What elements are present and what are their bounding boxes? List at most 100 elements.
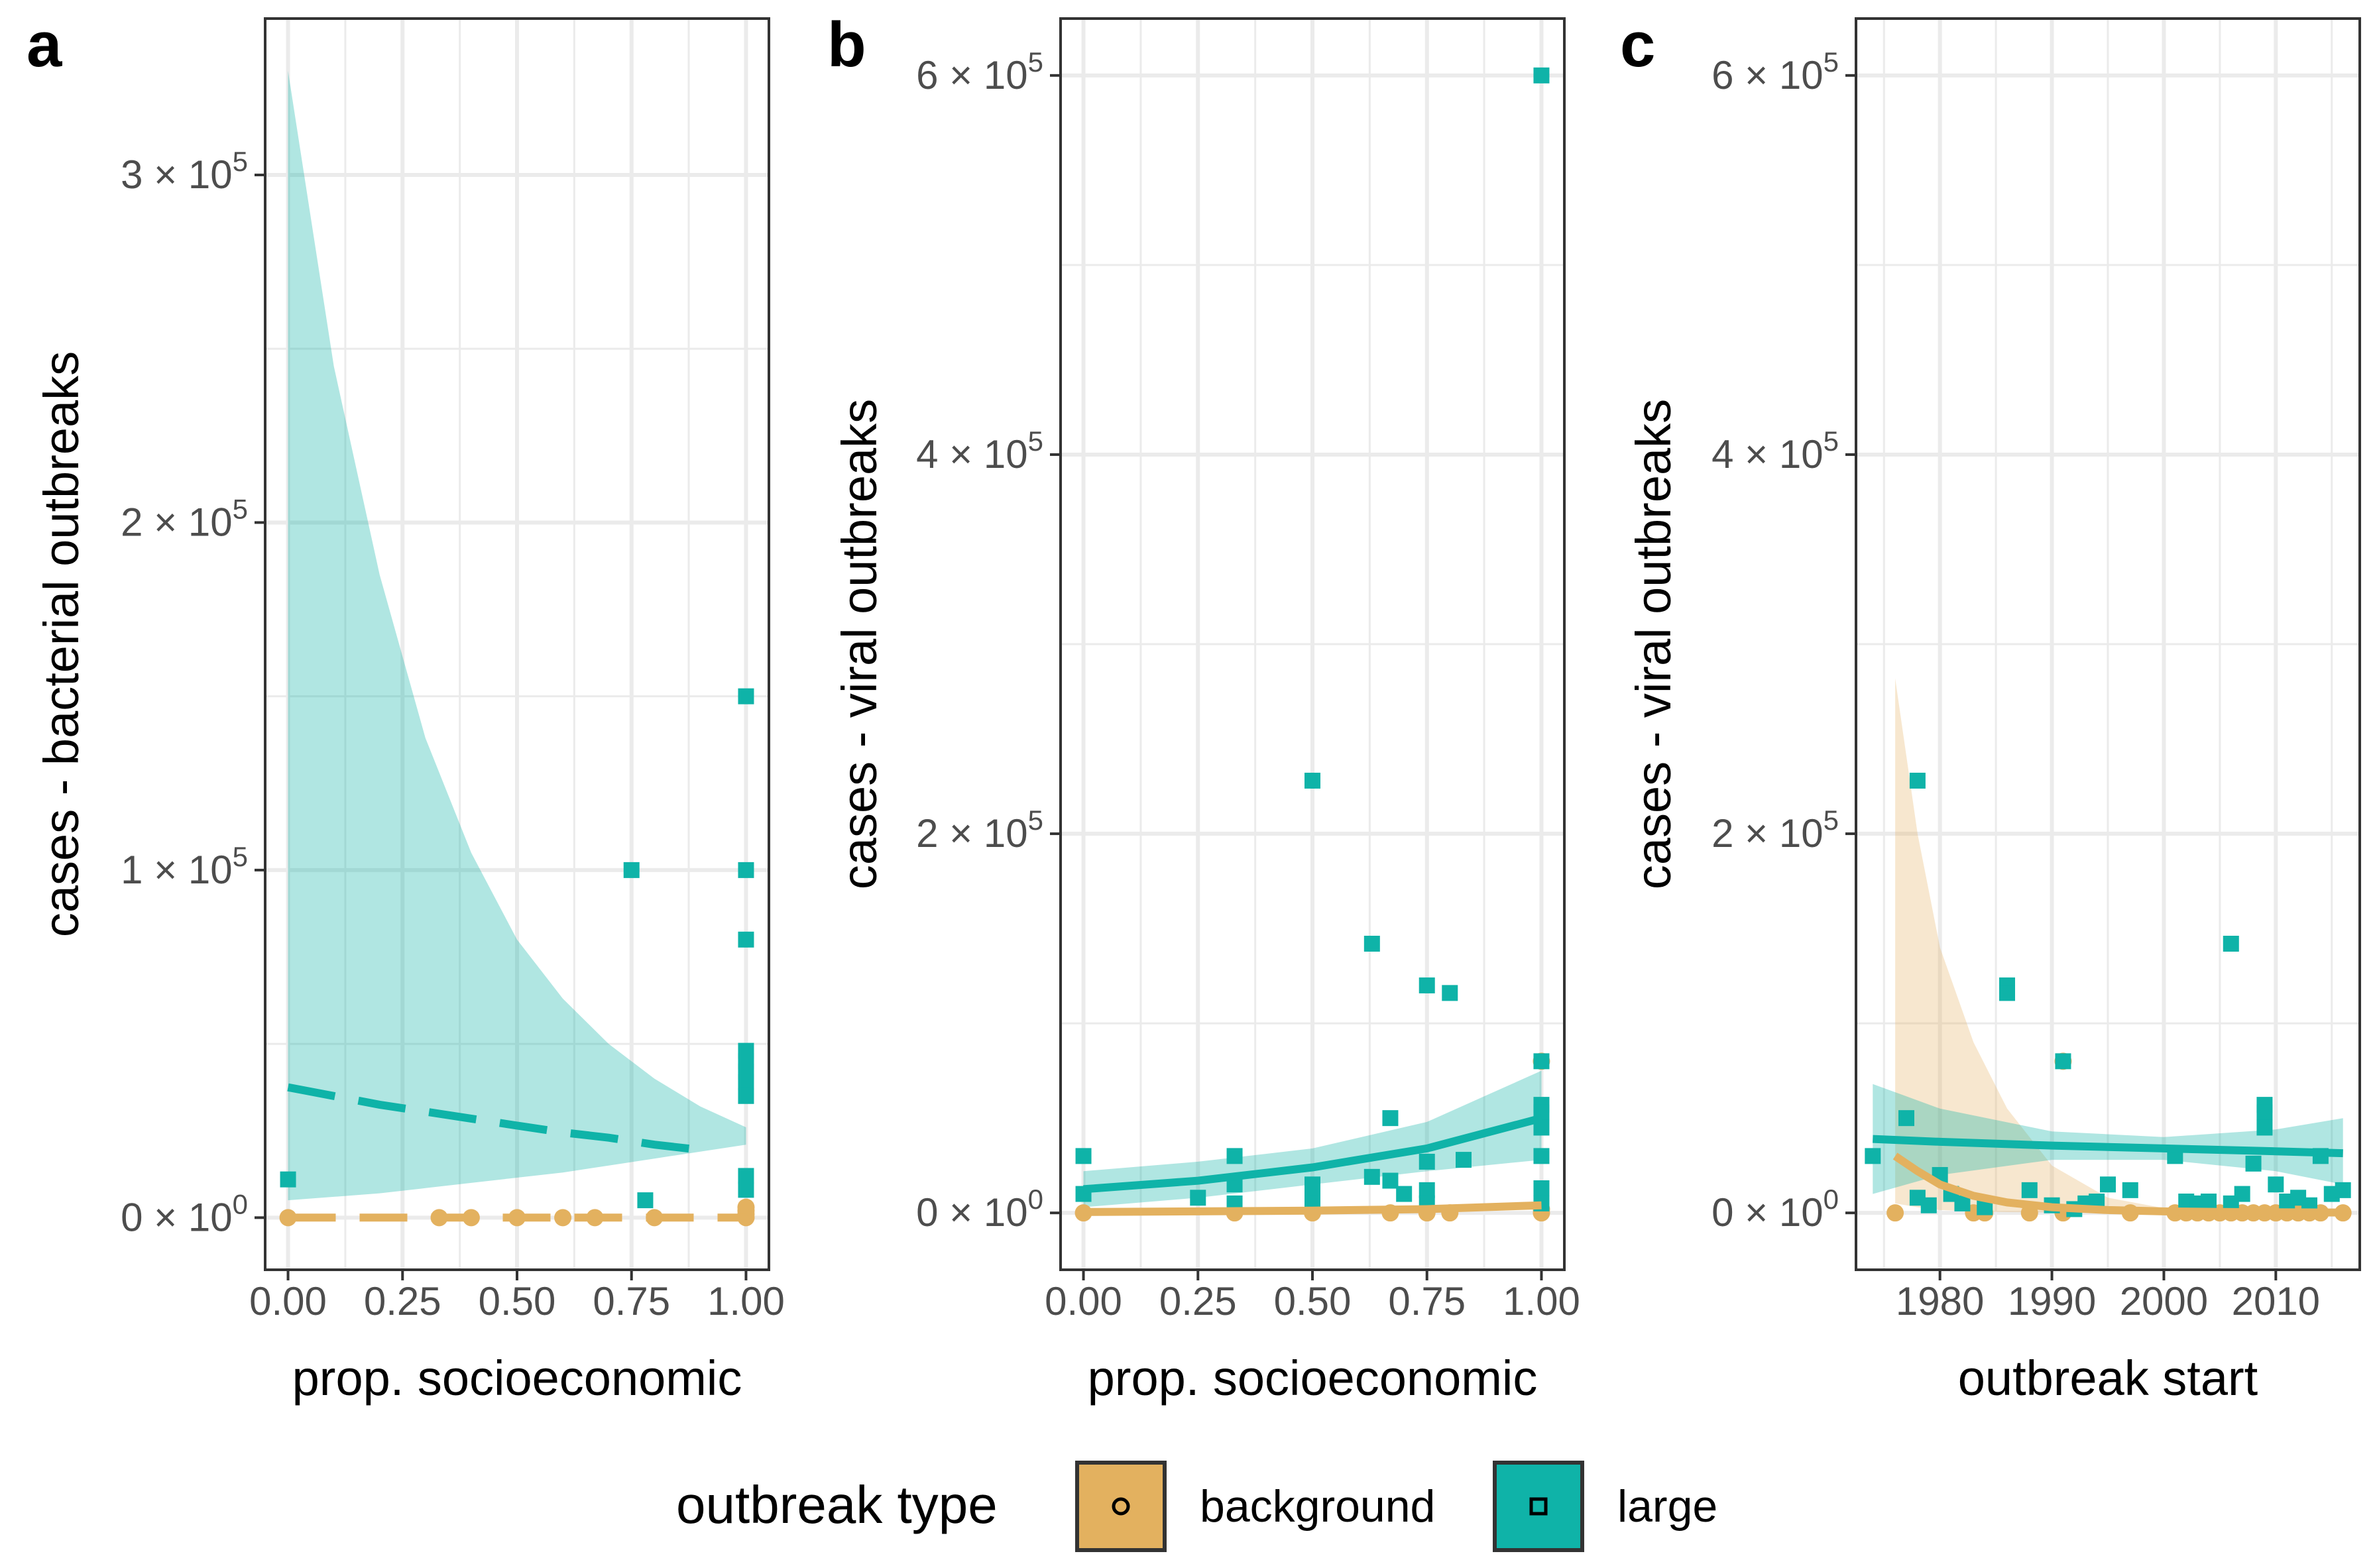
point-large: [1865, 1148, 1881, 1164]
point-large: [1909, 772, 1926, 789]
x-tick-label: 0.25: [1159, 1279, 1237, 1323]
point-large: [1419, 1153, 1435, 1170]
legend-square-icon: [1529, 1497, 1548, 1516]
point-large: [1075, 1148, 1092, 1164]
point-large: [1226, 1148, 1243, 1164]
point-large: [2335, 1182, 2351, 1198]
x-tick-label: 1980: [1896, 1279, 1984, 1323]
point-large: [2201, 1194, 2217, 1210]
confidence-band-large: [1873, 1084, 2343, 1194]
x-tick-label: 0.75: [1388, 1279, 1466, 1323]
point-large: [280, 1171, 296, 1188]
y-tick-label: 0 × 100: [121, 1188, 248, 1239]
confidence-band-background: [1895, 678, 2343, 1213]
legend: outbreak type background large: [676, 1461, 1717, 1552]
x-axis-title: prop. socioeconomic: [1088, 1351, 1538, 1406]
point-large: [623, 862, 640, 878]
x-tick-label: 0.50: [1274, 1279, 1352, 1323]
point-background: [554, 1209, 572, 1227]
point-background: [1886, 1204, 1904, 1222]
point-large: [1382, 1110, 1399, 1127]
point-large: [738, 1074, 754, 1090]
point-large: [637, 1192, 654, 1209]
legend-key-large: [1493, 1461, 1584, 1552]
legend-circle-icon: [1112, 1497, 1130, 1516]
fit-line-background: [1892, 1152, 2343, 1217]
y-tick-label: 6 × 105: [1711, 46, 1839, 97]
point-large: [738, 1182, 754, 1198]
x-tick-label: 0.00: [249, 1279, 327, 1323]
point-large: [738, 931, 754, 948]
point-large: [1190, 1190, 1206, 1206]
x-tick-label: 2000: [2120, 1279, 2208, 1323]
y-tick-label: 6 × 105: [916, 46, 1043, 97]
panel-c: 1980 1990 2000 2010 0 × 100 2 × 105 4 × 105 6 ×…: [1620, 9, 2361, 1406]
point-large: [1920, 1197, 1937, 1213]
point-large: [2223, 935, 2239, 952]
point-large: [1533, 1180, 1550, 1196]
x-tick-label: 1.00: [707, 1279, 785, 1323]
point-large: [1363, 1168, 1380, 1185]
point-large: [2256, 1104, 2273, 1121]
point-large: [2245, 1155, 2262, 1172]
y-tick-label: 0 × 100: [916, 1184, 1043, 1235]
y-tick-label: 2 × 105: [1711, 805, 1839, 856]
x-tick-label: 2010: [2232, 1279, 2320, 1323]
y-tick-label: 4 × 105: [1711, 425, 1839, 476]
y-tick-label: 0 × 100: [1711, 1184, 1839, 1235]
point-large: [2268, 1176, 2284, 1193]
legend-item-background: background: [1075, 1461, 1435, 1552]
point-large: [2055, 1053, 2071, 1070]
point-large: [1304, 1176, 1320, 1193]
point-large: [1533, 1053, 1550, 1070]
point-large: [2234, 1186, 2250, 1202]
y-tick-label: 1 × 105: [121, 841, 248, 892]
point-large: [1419, 1182, 1435, 1198]
x-tick-label: 0.25: [364, 1279, 441, 1323]
legend-label-large: large: [1617, 1481, 1717, 1532]
y-axis-title: cases - viral outbreaks: [832, 399, 887, 889]
x-tick-label: 1990: [2008, 1279, 2096, 1323]
panel-border: [1855, 17, 2361, 1271]
point-large: [1533, 1148, 1550, 1164]
panel-a: 0.00 0.25 0.50 0.75 1.00 0 × 100 1 × 105 2 × 10…: [27, 9, 785, 1406]
point-large: [1304, 772, 1320, 789]
point-large: [738, 1088, 754, 1104]
point-large: [738, 862, 754, 878]
x-axis-title: outbreak start: [1958, 1351, 2258, 1406]
x-tick-label: 0.75: [593, 1279, 670, 1323]
point-large: [1396, 1186, 1413, 1202]
point-large: [2021, 1182, 2038, 1198]
y-tick-label: 4 × 105: [916, 425, 1043, 476]
point-large: [1419, 977, 1435, 993]
plot-area: [279, 70, 755, 1227]
point-large: [738, 1168, 754, 1184]
y-tick-label: 2 × 105: [916, 805, 1043, 856]
point-large: [2100, 1176, 2116, 1193]
point-large: [1442, 985, 1458, 1001]
y-axis-title: cases - bacterial outbreaks: [34, 351, 89, 937]
point-large: [1382, 1172, 1399, 1189]
point-background: [737, 1198, 755, 1216]
point-large: [738, 688, 754, 704]
confidence-band-large: [1083, 1070, 1542, 1207]
point-large: [1533, 67, 1550, 84]
y-tick-label: 3 × 105: [121, 146, 248, 197]
point-large: [1456, 1152, 1472, 1168]
point-large: [1898, 1110, 1914, 1127]
panel-label: b: [827, 9, 866, 80]
plot-area: [1865, 678, 2352, 1222]
panel-b: 0.00 0.25 0.50 0.75 1.00 0 × 100 2 × 105 4 × 10…: [827, 9, 1580, 1406]
panel-label: c: [1620, 9, 1655, 80]
confidence-band-large: [288, 70, 746, 1201]
x-tick-label: 0.00: [1045, 1279, 1122, 1323]
x-axis-title: prop. socioeconomic: [292, 1351, 742, 1406]
x-tick-label: 1.00: [1503, 1279, 1580, 1323]
plot-area: [1074, 67, 1550, 1222]
legend-title: outbreak type: [676, 1475, 998, 1534]
point-large: [2122, 1182, 2138, 1198]
y-tick-label: 2 × 105: [121, 493, 248, 544]
y-axis-title: cases - viral outbreaks: [1626, 399, 1681, 889]
